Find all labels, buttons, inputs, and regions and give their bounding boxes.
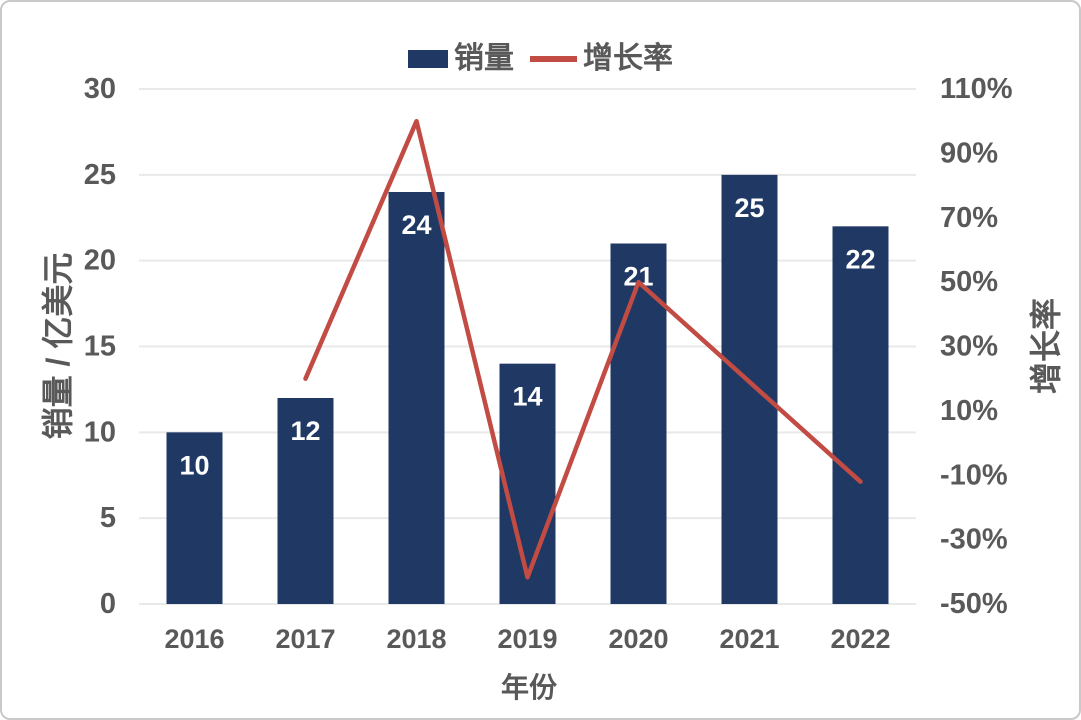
left-axis-tick-label: 15 (84, 331, 116, 363)
bar-series-label: 销量 (454, 42, 514, 75)
legend-item-growth: 增长率 (530, 44, 673, 74)
bar-value-label: 10 (179, 450, 209, 480)
line-series-swatch-icon (530, 56, 577, 62)
growth-rate-line (303, 118, 863, 580)
bar-value-label: 12 (290, 416, 320, 446)
right-axis-tick-label: -30% (940, 524, 1008, 556)
left-axis-tick-label: 0 (100, 588, 116, 620)
left-axis-tick-label: 10 (84, 416, 116, 448)
bar-2018 (388, 192, 445, 604)
x-axis-tick-label: 2022 (830, 624, 890, 654)
x-axis-tick-label: 2017 (275, 624, 335, 654)
right-axis-tick-label: 90% (940, 137, 998, 169)
bar-series-swatch-icon (408, 50, 448, 68)
bar-value-label: 22 (845, 244, 875, 274)
bar-value-label: 14 (512, 382, 542, 412)
x-axis-tick-label: 2020 (608, 624, 668, 654)
right-axis-tick-label: -10% (940, 459, 1008, 491)
bar-2016 (166, 432, 223, 604)
left-axis-tick-label: 25 (84, 159, 116, 191)
right-axis-tick-label: -50% (940, 588, 1008, 620)
left-axis-title: 销量 / 亿美元 (40, 252, 76, 440)
bar-2019 (499, 363, 556, 604)
right-axis-tick-label: 30% (940, 331, 998, 363)
left-axis-tick-label: 5 (100, 502, 116, 534)
bar-2021 (721, 174, 778, 605)
left-axis-tick-label: 30 (84, 73, 116, 105)
x-axis-tick-label: 2019 (497, 624, 557, 654)
legend-item-sales: 销量 (408, 44, 514, 74)
x-axis-tick-label: 2021 (719, 624, 779, 654)
right-axis-tick-label: 70% (940, 202, 998, 234)
right-axis-tick-label: 10% (940, 395, 998, 427)
bar-value-label: 25 (734, 193, 764, 223)
bar-2020 (610, 243, 667, 604)
right-axis-tick-label: 50% (940, 266, 998, 298)
left-axis-tick-label: 20 (84, 245, 116, 277)
x-axis-title: 年份 (500, 672, 558, 703)
legend: 销量 增长率 (2, 44, 1079, 74)
x-axis-tick-label: 2018 (386, 624, 446, 654)
right-axis-tick-label: 110% (940, 73, 1013, 105)
line-series-label: 增长率 (583, 42, 673, 75)
bar-2022 (832, 226, 889, 605)
bar-value-label: 24 (401, 210, 431, 240)
x-axis-tick-label: 2016 (164, 624, 224, 654)
bar-2017 (277, 398, 334, 604)
right-axis-title: 增长率 (1028, 297, 1064, 395)
